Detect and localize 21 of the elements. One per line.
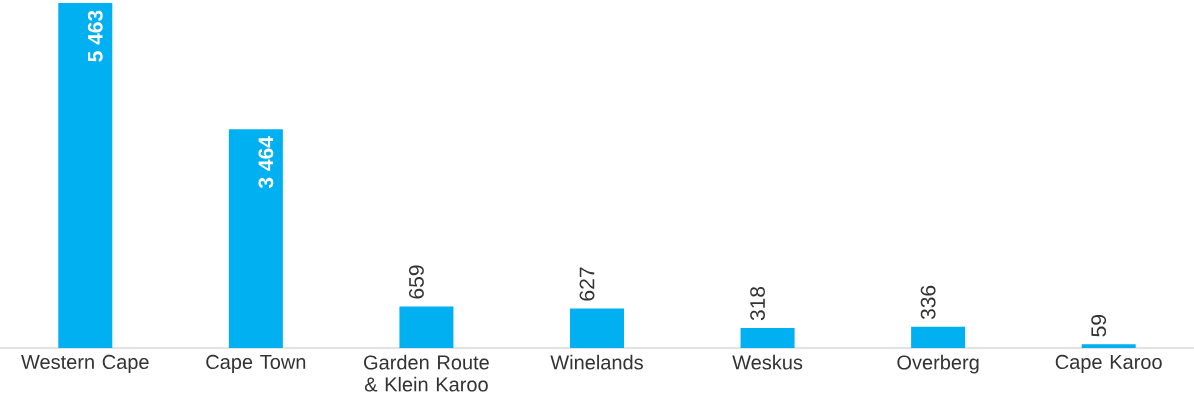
data-label: 318 [750,286,765,321]
bar [911,326,966,348]
data-label: 336 [920,285,936,320]
bar [569,308,624,348]
bar [58,3,113,348]
data-label: 627 [579,267,595,301]
data-label: 5 463 [87,10,103,62]
x-tick-label: Cape Town [206,354,306,373]
bar [228,129,283,348]
x-tick-label: Cape Karoo [1055,354,1162,373]
data-label: 59 [1091,315,1107,337]
bar [1081,344,1136,348]
x-tick-label: Garden Route & Klein Karoo [364,354,489,392]
bar [740,327,795,348]
x-tick-label: Weskus [732,354,803,370]
x-tick-label: Western Cape [21,354,149,373]
x-tick-label: Overberg [897,354,979,374]
data-label: 659 [408,265,424,299]
x-tick-label: Winelands [550,354,643,370]
bar [399,306,454,348]
data-label: 3 464 [258,136,274,189]
